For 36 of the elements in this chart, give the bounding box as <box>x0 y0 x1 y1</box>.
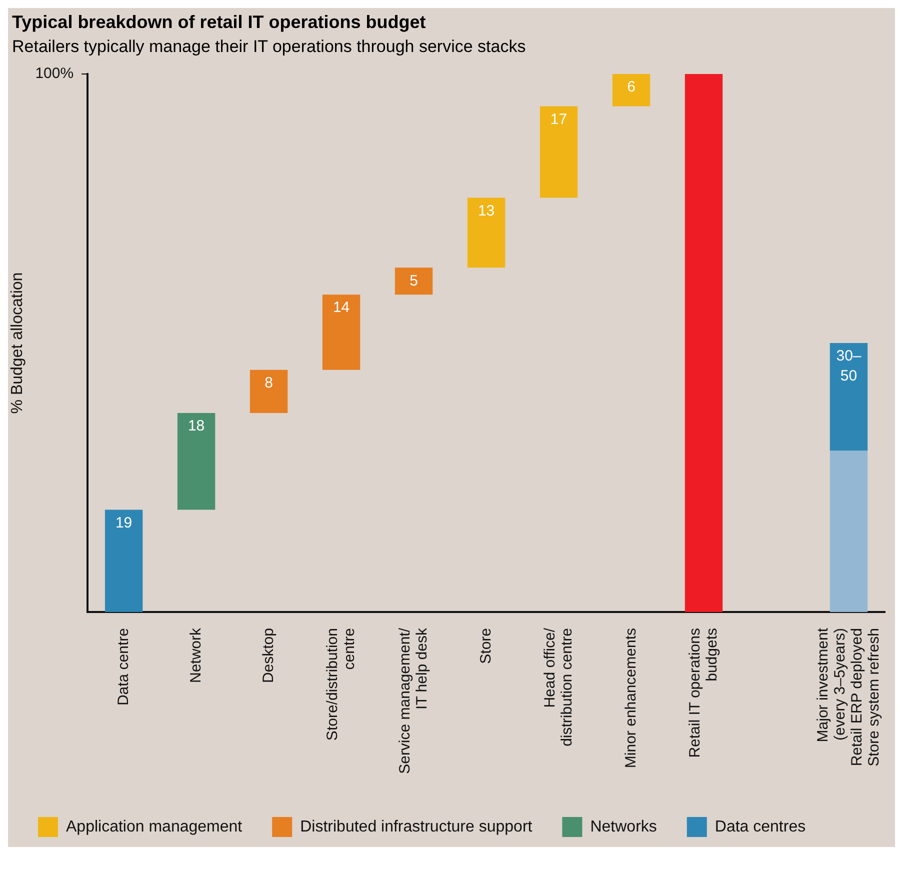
data-label: 8 <box>264 374 273 392</box>
x-tick-label: Minor enhancements <box>622 628 640 768</box>
data-label: 19 <box>115 514 132 532</box>
x-tick-label: Data centre <box>114 628 132 706</box>
y-tick-label: 100% <box>35 65 74 82</box>
bar <box>177 412 216 510</box>
data-label: 17 <box>550 110 568 128</box>
x-tick-label: Desktop <box>260 628 277 684</box>
x-tick-label: Store <box>477 628 494 664</box>
data-label: 30–50 <box>836 348 862 385</box>
data-label: 5 <box>410 272 418 290</box>
bar <box>104 510 143 612</box>
bar <box>250 370 288 413</box>
y-axis-title: % Budget allocation <box>9 272 26 414</box>
legend-label: Distributed infrastructure support <box>300 818 533 836</box>
bar <box>540 106 578 198</box>
bar <box>394 268 433 295</box>
bar <box>830 343 868 451</box>
data-label: 14 <box>332 299 350 316</box>
data-label: 18 <box>188 418 205 435</box>
data-label: 6 <box>627 78 636 96</box>
bar <box>612 74 650 106</box>
data-label: 13 <box>478 202 495 220</box>
legend-label: Networks <box>590 818 657 836</box>
bar <box>322 294 360 370</box>
chart-title: Typical breakdown of retail IT operations budget <box>11 12 427 33</box>
x-tick-label: Head office/ distribution centre <box>541 627 576 746</box>
x-tick-label: Network <box>187 628 204 684</box>
legend-label: Data centres <box>714 818 806 836</box>
bar <box>467 198 506 268</box>
bar <box>830 450 868 612</box>
bar <box>684 74 723 612</box>
x-tick-label: Store/distribution centre <box>324 628 358 741</box>
x-tick-label: Retail IT operations budgets <box>686 628 720 758</box>
legend-label: Application management <box>66 818 243 836</box>
chart-subtitle: Retailers typically manage their IT operations through service stacks <box>11 37 527 57</box>
